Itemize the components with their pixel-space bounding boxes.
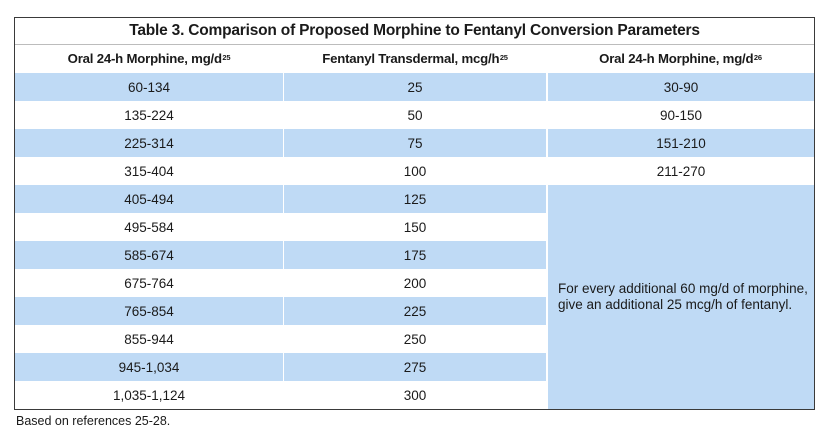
cell-oral-morphine-ref25: 855-944 [15, 325, 283, 353]
cell-oral-morphine-ref25: 585-674 [15, 241, 283, 269]
cell-oral-morphine-ref25: 1,035-1,124 [15, 381, 283, 409]
cell-fentanyl-transdermal: 75 [283, 129, 547, 157]
table-row: 675-764 200 [15, 269, 814, 297]
cell-oral-morphine-ref25: 675-764 [15, 269, 283, 297]
table-row: 495-584 150 [15, 213, 814, 241]
table-row: 585-674 175 [15, 241, 814, 269]
merged-note-line: For every additional 60 mg/d of morphine… [558, 281, 808, 296]
cell-fentanyl-transdermal: 25 [283, 73, 547, 101]
cell-fentanyl-transdermal: 300 [283, 381, 547, 409]
table-body: 1,035-1,124 300 945-1,034 275 855-944 250 765-… [15, 73, 814, 409]
cell-oral-morphine-ref25: 945-1,034 [15, 353, 283, 381]
header-superscript: 25 [499, 53, 508, 62]
cell-oral-morphine-ref25: 315-404 [15, 157, 283, 185]
cell-oral-morphine-ref26: 30-90 [547, 73, 814, 101]
table-title: Table 3. Comparison of Proposed Morphine… [15, 18, 814, 45]
table-row: 60-134 25 30-90 [15, 73, 814, 101]
table-header-row: Oral 24-h Morphine, mg/d 25 Fentanyl Tran… [15, 45, 814, 73]
cell-oral-morphine-ref26: 90-150 [547, 101, 814, 129]
cell-oral-morphine-ref25: 405-494 [15, 185, 283, 213]
header-superscript: 26 [753, 53, 762, 62]
table-row: 135-224 50 90-150 [15, 101, 814, 129]
cell-fentanyl-transdermal: 125 [283, 185, 547, 213]
cell-fentanyl-transdermal: 150 [283, 213, 547, 241]
table-row: 945-1,034 275 [15, 353, 814, 381]
header-label: Fentanyl Transdermal, mcg/h [322, 51, 500, 66]
cell-fentanyl-transdermal: 275 [283, 353, 547, 381]
header-superscript: 25 [222, 53, 231, 62]
header-fentanyl-transdermal: Fentanyl Transdermal, mcg/h 25 [283, 45, 547, 72]
cell-oral-morphine-ref25: 765-854 [15, 297, 283, 325]
conversion-table: Table 3. Comparison of Proposed Morphine… [14, 17, 815, 410]
table-row: 405-494 125 [15, 185, 814, 213]
table-footnote: Based on references 25-28. [16, 414, 171, 428]
cell-oral-morphine-ref25: 225-314 [15, 129, 283, 157]
header-label: Oral 24-h Morphine, mg/d [67, 51, 222, 66]
table-row: 1,035-1,124 300 [15, 381, 814, 409]
cell-oral-morphine-ref26: 151-210 [547, 129, 814, 157]
table-row: 855-944 250 [15, 325, 814, 353]
cell-fentanyl-transdermal: 100 [283, 157, 547, 185]
table-row: 765-854 225 [15, 297, 814, 325]
table-row: 225-314 75 151-210 [15, 129, 814, 157]
cell-fentanyl-transdermal: 50 [283, 101, 547, 129]
cell-oral-morphine-ref26: 211-270 [547, 157, 814, 185]
cell-oral-morphine-ref25: 495-584 [15, 213, 283, 241]
cell-oral-morphine-ref25: 60-134 [15, 73, 283, 101]
header-label: Oral 24-h Morphine, mg/d [599, 51, 754, 66]
cell-fentanyl-transdermal: 200 [283, 269, 547, 297]
merged-note-line: give an additional 25 mcg/h of fentanyl. [558, 297, 793, 312]
cell-oral-morphine-ref25: 135-224 [15, 101, 283, 129]
table-row: 315-404 100 211-270 [15, 157, 814, 185]
cell-fentanyl-transdermal: 250 [283, 325, 547, 353]
header-oral-morphine-ref25: Oral 24-h Morphine, mg/d 25 [15, 45, 283, 72]
cell-fentanyl-transdermal: 175 [283, 241, 547, 269]
cell-fentanyl-transdermal: 225 [283, 297, 547, 325]
merged-note-cell: For every additional 60 mg/d of morphine… [547, 185, 814, 409]
header-oral-morphine-ref26: Oral 24-h Morphine, mg/d 26 [547, 45, 814, 72]
